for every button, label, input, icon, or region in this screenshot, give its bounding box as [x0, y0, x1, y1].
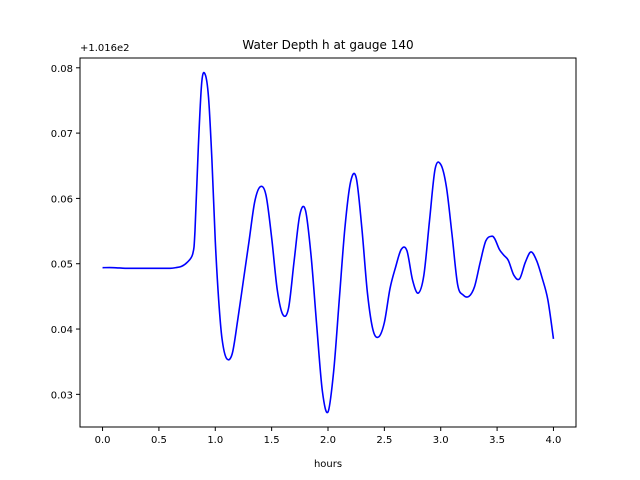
x-tick-label: 3.5: [489, 435, 505, 446]
x-tick-label: 1.5: [264, 435, 280, 446]
y-tick-label: 0.03: [51, 390, 73, 401]
y-tick-label: 0.06: [51, 194, 73, 205]
x-tick-label: 3.0: [433, 435, 449, 446]
x-tick-label: 1.0: [207, 435, 223, 446]
y-tick-label: 0.08: [51, 64, 73, 75]
x-tick-label: 2.5: [376, 435, 392, 446]
x-tick-label: 2.0: [320, 435, 336, 446]
x-tick-label: 0.0: [95, 435, 111, 446]
y-offset-label: +1.016e2: [80, 43, 130, 54]
series-layer: [102, 71, 555, 414]
chart-title: Water Depth h at gauge 140: [242, 38, 413, 52]
x-tick-label: 0.5: [151, 435, 167, 446]
x-axis: 0.0 0.5 1.0 1.5 2.0 2.5 3.0 3.5 4.0: [95, 427, 562, 446]
plot-area: [80, 58, 576, 427]
y-axis: 0.03 0.04 0.05 0.06 0.07 0.08: [51, 64, 80, 401]
plot-frame: [79, 57, 577, 428]
x-tick-label: 4.0: [546, 435, 562, 446]
y-tick-label: 0.07: [51, 129, 73, 140]
y-tick-label: 0.05: [51, 260, 73, 271]
x-axis-label: hours: [314, 459, 342, 470]
series-line: [102, 71, 555, 414]
y-tick-label: 0.04: [51, 325, 73, 336]
